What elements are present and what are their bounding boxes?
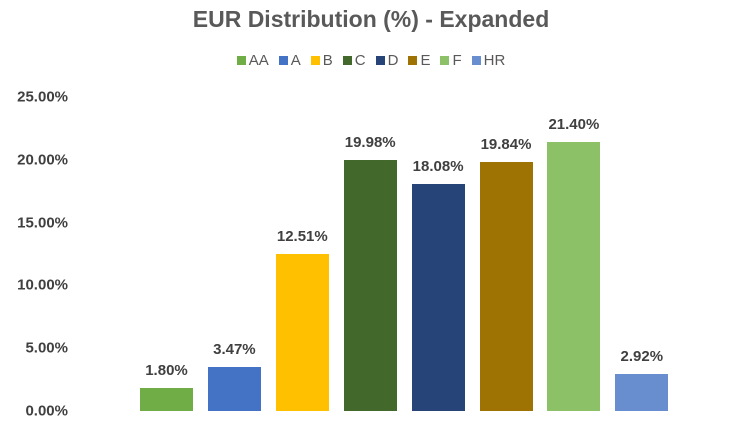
legend-item-aa: AA — [236, 52, 269, 69]
data-label: 18.08% — [412, 157, 464, 175]
legend-label: D — [387, 52, 399, 69]
data-label: 12.51% — [276, 227, 328, 245]
legend-label: C — [354, 52, 366, 69]
data-label: 1.80% — [145, 362, 188, 380]
legend-swatch — [278, 56, 288, 65]
legend-item-hr: HR — [471, 52, 506, 69]
legend-swatch — [236, 56, 246, 65]
data-label: 19.84% — [480, 135, 532, 153]
legend-label: B — [322, 52, 333, 69]
legend-swatch — [310, 56, 320, 65]
y-tick-label: 10.00% — [17, 276, 68, 294]
legend-label: F — [452, 52, 462, 69]
chart-legend: AA A B C D E F HR — [0, 52, 742, 69]
bar-d — [411, 183, 465, 411]
legend-item-c: C — [342, 52, 366, 69]
bar-c — [343, 160, 397, 411]
legend-item-a: A — [278, 52, 301, 69]
legend-label: A — [290, 52, 301, 69]
y-tick-label: 15.00% — [17, 214, 68, 232]
legend-item-b: B — [310, 52, 333, 69]
y-tick-label: 5.00% — [25, 339, 68, 357]
bar-a — [207, 367, 261, 411]
bar-b — [275, 253, 329, 411]
legend-item-e: E — [408, 52, 430, 69]
data-label: 19.98% — [344, 134, 396, 152]
legend-swatch — [375, 56, 385, 65]
y-tick-label: 25.00% — [17, 88, 68, 106]
data-label: 3.47% — [213, 341, 256, 359]
legend-swatch — [342, 56, 352, 65]
legend-item-f: F — [440, 52, 462, 69]
bar-hr — [615, 374, 669, 411]
legend-swatch — [408, 56, 418, 65]
legend-swatch — [471, 56, 481, 65]
data-label: 2.92% — [620, 348, 664, 366]
bar-e — [479, 161, 533, 411]
bar-aa — [140, 388, 193, 411]
legend-item-d: D — [375, 52, 399, 69]
data-label: 21.40% — [548, 116, 600, 134]
legend-label: E — [420, 52, 431, 69]
y-tick-label: 20.00% — [17, 151, 68, 169]
legend-label: HR — [483, 52, 506, 69]
y-tick-label: 0.00% — [25, 402, 68, 420]
chart-title: EUR Distribution (%) - Expanded — [192, 6, 550, 32]
legend-swatch — [440, 56, 450, 65]
bar-f — [547, 142, 601, 411]
legend-label: AA — [248, 52, 269, 69]
